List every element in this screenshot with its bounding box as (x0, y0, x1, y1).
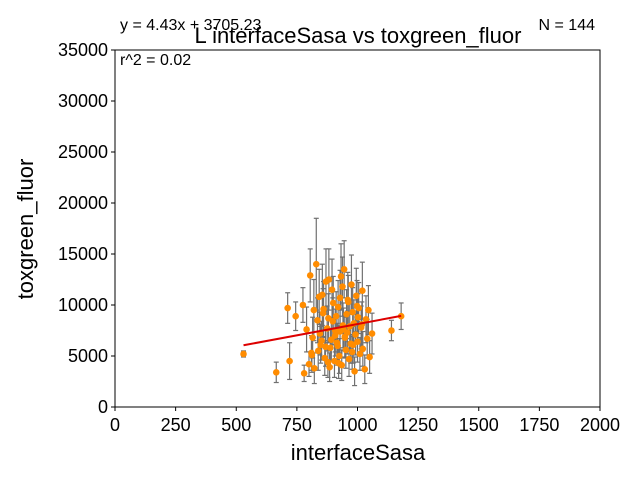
x-tick-label: 250 (161, 415, 191, 435)
data-point (348, 348, 356, 356)
x-tick-label: 1750 (519, 415, 559, 435)
data-point (329, 299, 337, 307)
x-tick-label: 1250 (398, 415, 438, 435)
data-point (284, 304, 291, 312)
data-point (341, 334, 349, 341)
data-point (348, 281, 355, 288)
data-point (353, 302, 361, 310)
y-tick-label: 5000 (68, 346, 108, 366)
fit-line-group (243, 314, 402, 347)
equation-annotation: y = 4.43x + 3705.23 (120, 17, 262, 34)
data-point (340, 266, 348, 273)
y-tick-label: 20000 (58, 193, 108, 213)
data-point (329, 318, 337, 325)
data-point (365, 306, 372, 314)
data-point (331, 332, 339, 339)
x-axis-label: interfaceSasa (291, 440, 426, 465)
data-point (308, 351, 316, 359)
data-point (359, 287, 366, 295)
n-annotation: N = 144 (539, 17, 596, 34)
data-point (332, 312, 340, 320)
y-axis-ticks: 0 5000 10000 15000 20000 25000 30000 35000 (58, 40, 115, 417)
r2-annotation: r^2 = 0.02 (120, 52, 191, 69)
data-point (356, 350, 364, 358)
data-point (319, 309, 327, 317)
data-point (326, 363, 333, 371)
x-tick-label: 500 (221, 415, 251, 435)
y-axis-label: toxgreen_fluor (13, 159, 38, 300)
data-point (368, 330, 376, 337)
data-point (344, 298, 352, 306)
data-point (240, 350, 247, 358)
x-tick-label: 0 (110, 415, 120, 435)
data-point (354, 313, 362, 321)
data-point (318, 337, 325, 345)
data-point (324, 358, 332, 366)
data-point (359, 345, 367, 353)
y-tick-label: 35000 (58, 40, 108, 60)
data-point (292, 312, 299, 320)
data-point (351, 368, 358, 375)
y-tick-label: 10000 (58, 295, 108, 315)
data-point (272, 369, 280, 376)
data-point (286, 357, 293, 365)
x-tick-label: 750 (282, 415, 312, 435)
data-point (334, 303, 342, 311)
y-tick-label: 25000 (58, 142, 108, 162)
data-point (325, 276, 333, 283)
data-point (349, 341, 357, 349)
data-point (361, 365, 369, 373)
data-point (300, 370, 308, 377)
data-point (322, 343, 329, 351)
y-tick-label: 15000 (58, 244, 108, 264)
data-point (312, 260, 320, 268)
data-point (339, 283, 346, 290)
y-tick-label: 0 (98, 397, 108, 417)
data-point (363, 335, 371, 342)
data-point (314, 317, 321, 324)
data-point (310, 306, 318, 314)
data-point (349, 308, 356, 316)
x-axis-ticks: 0 250 500 750 1000 1250 1500 1750 2000 (110, 407, 620, 435)
data-point (343, 310, 350, 318)
data-point (335, 359, 342, 367)
y-tick-label: 30000 (58, 91, 108, 111)
error-bars (241, 217, 404, 387)
data-point (311, 364, 318, 372)
data-point (366, 353, 373, 361)
data-point (314, 347, 322, 355)
data-point (336, 352, 343, 360)
data-point (334, 342, 341, 350)
data-point (388, 327, 395, 334)
x-tick-label: 1000 (337, 415, 377, 435)
data-point (362, 315, 370, 323)
data-point (345, 355, 353, 363)
data-point (315, 293, 323, 301)
x-tick-label: 1500 (459, 415, 499, 435)
data-point (328, 286, 336, 294)
data-point (305, 360, 313, 368)
data-point (336, 294, 344, 302)
data-point (352, 331, 359, 338)
data-point (337, 273, 345, 280)
data-point (299, 301, 307, 309)
data-point (303, 326, 310, 333)
fit-line (243, 314, 402, 347)
x-tick-label: 2000 (580, 415, 620, 435)
data-point (342, 346, 350, 354)
data-point (306, 272, 314, 279)
chart-title: L interfaceSasa vs toxgreen_fluor (195, 23, 522, 48)
data-point (309, 334, 316, 341)
data-point (352, 292, 360, 300)
